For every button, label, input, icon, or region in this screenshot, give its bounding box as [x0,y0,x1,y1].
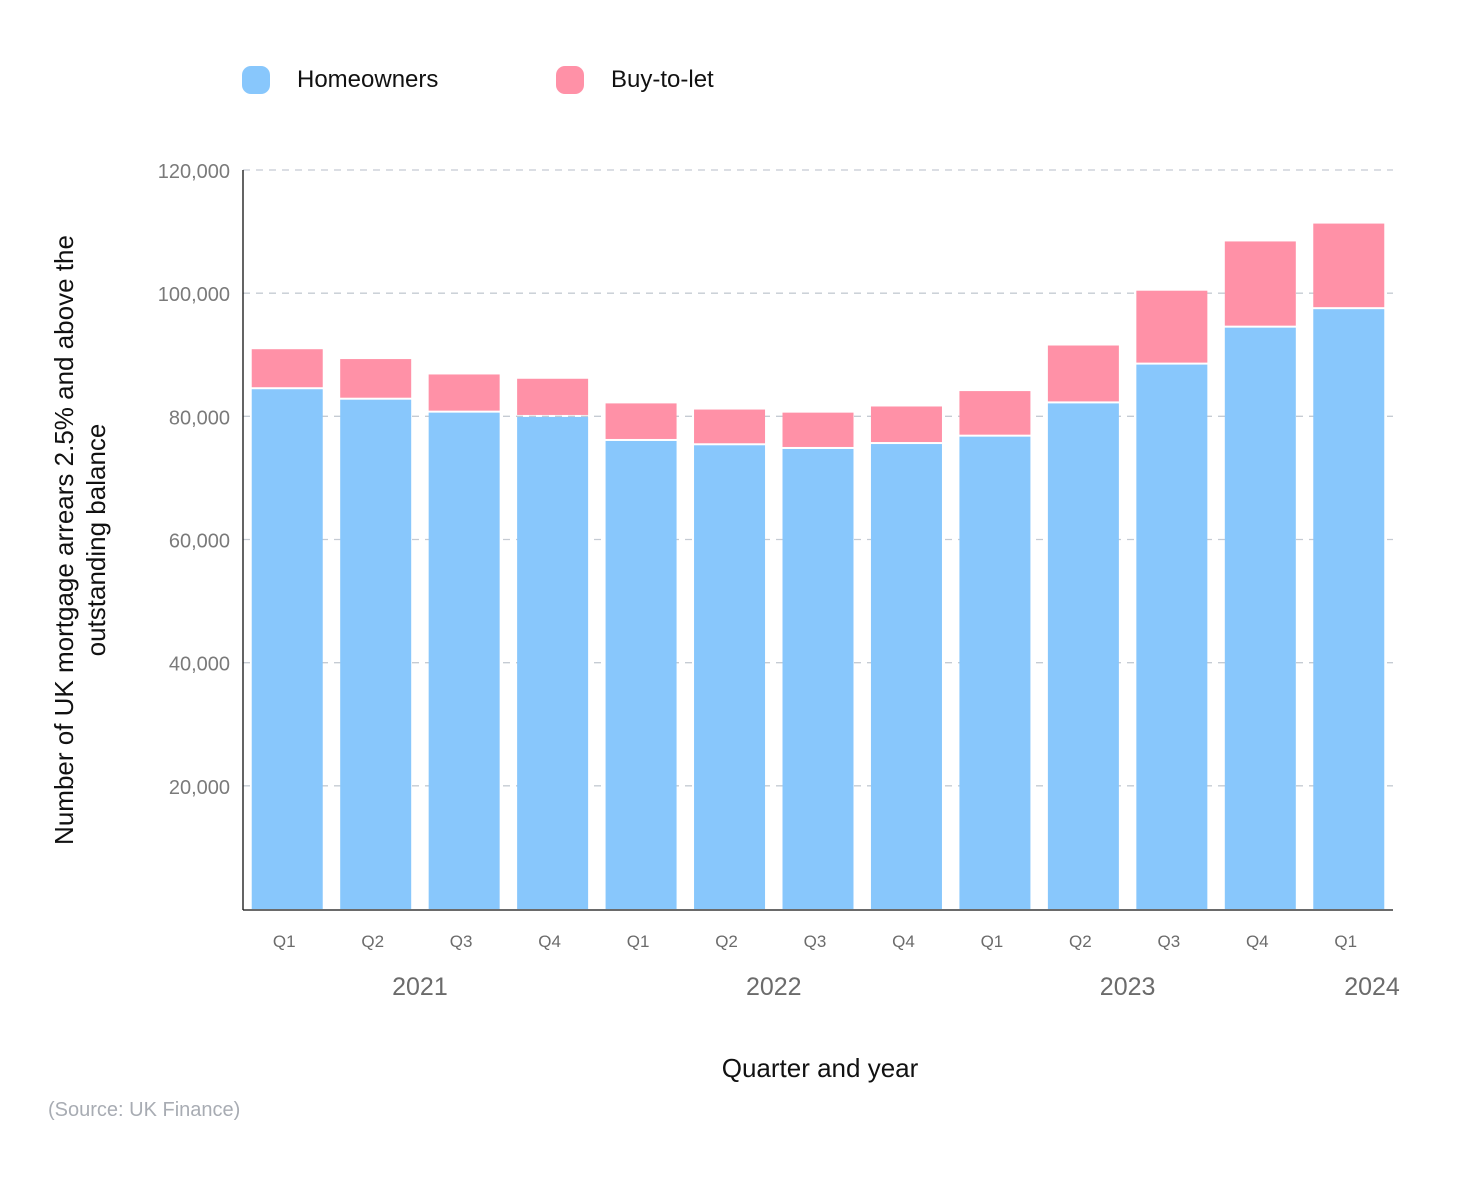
bar-homeowners [1136,364,1208,909]
x-tick-label: Q2 [715,932,738,951]
bar-homeowners [782,448,854,909]
y-tick-label: 100,000 [158,284,230,306]
y-axis-title: Number of UK mortgage arrears 2.5% and a… [49,235,111,845]
x-tick-label: Q3 [1158,932,1181,951]
bar-buy-to-let [694,409,766,444]
x-tick-label: Q3 [804,932,827,951]
legend-swatch-homeowners [242,66,270,94]
bar-homeowners [1047,403,1119,909]
legend-label-homeowners: Homeowners [297,66,439,93]
y-tick-label: 120,000 [158,161,230,183]
bar-homeowners [1313,309,1385,909]
y-tick-label: 40,000 [169,654,230,676]
y-tick-label: 80,000 [169,407,230,429]
y-tick-label: 60,000 [169,531,230,553]
x-tick-label: Q3 [450,932,473,951]
bar-buy-to-let [517,378,589,415]
bar-buy-to-let [605,403,677,439]
bar-homeowners [1224,327,1296,909]
x-tick-label: Q4 [1246,932,1269,951]
x-tick-label: Q1 [981,932,1004,951]
bar-buy-to-let [782,412,854,447]
y-tick-label: 20,000 [169,777,230,799]
x-tick-label: Q4 [538,932,561,951]
bar-buy-to-let [870,406,942,443]
legend-label-buy-to-let: Buy-to-let [611,66,714,93]
bar-homeowners [694,445,766,909]
year-label: 2023 [1100,973,1156,1001]
bar-buy-to-let [251,349,323,388]
bar-homeowners [605,440,677,909]
bar-homeowners [251,389,323,909]
bar-buy-to-let [1313,223,1385,308]
bar-homeowners [517,416,589,909]
bar-homeowners [428,412,500,909]
x-tick-label: Q4 [892,932,915,951]
x-axis-title: Quarter and year [721,1053,919,1083]
x-tick-label: Q2 [361,932,384,951]
legend-homeowners: Homeowners [242,66,438,94]
year-label: 2024 [1344,973,1400,1001]
bar-buy-to-let [959,391,1031,435]
year-label: 2021 [392,973,448,1001]
bar-buy-to-let [428,374,500,411]
x-tick-label: Q2 [1069,932,1092,951]
x-tick-label: Q1 [1334,932,1357,951]
bar-homeowners [870,444,942,909]
bar-homeowners [340,399,412,909]
year-label: 2022 [746,973,802,1001]
x-tick-label: Q1 [627,932,650,951]
bar-buy-to-let [340,359,412,398]
bar-buy-to-let [1224,241,1296,326]
bar-homeowners [959,436,1031,909]
x-tick-label: Q1 [273,932,296,951]
bar-buy-to-let [1047,345,1119,402]
legend-swatch-buy-to-let [556,66,584,94]
source-note: (Source: UK Finance) [48,1099,241,1121]
bar-buy-to-let [1136,290,1208,363]
legend-buy-to-let: Buy-to-let [556,66,714,94]
